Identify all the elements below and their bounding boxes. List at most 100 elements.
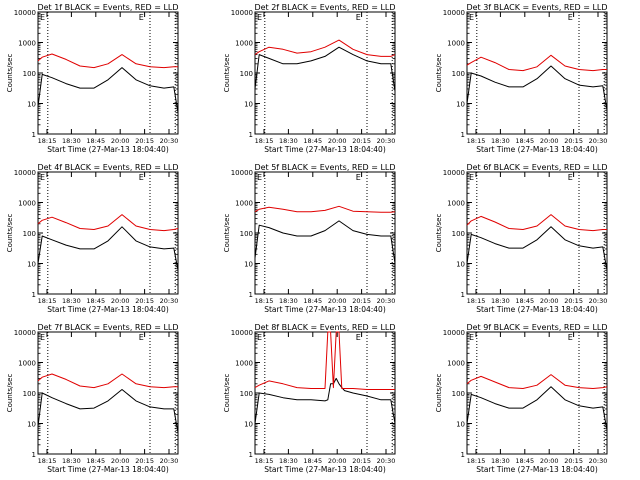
series-lld-line xyxy=(466,214,607,232)
y-tick-label: 100 xyxy=(23,70,36,78)
x-tick-label: 18:15 xyxy=(467,137,486,145)
detector-panel-7: Det 7f BLACK = Events, RED = LLD 1 10 100 10… xyxy=(6,323,179,474)
series-lld-line xyxy=(466,374,608,389)
x-tick-label: 18:15 xyxy=(255,297,274,305)
y-tick-label: 100 xyxy=(452,70,465,78)
y-tick-label: 1 xyxy=(461,131,465,139)
y-axis-label: Counts/sec xyxy=(223,214,231,253)
series-events-line xyxy=(37,226,179,271)
x-tick-label: 18:30 xyxy=(491,137,510,145)
x-tick-label: 18:15 xyxy=(255,457,274,465)
y-tick-label: 1 xyxy=(249,291,253,299)
y-tick-label: 100 xyxy=(240,390,253,398)
x-tick-label: 20:00 xyxy=(111,137,130,145)
detector-panel-8: Det 8f BLACK = Events, RED = LLD 1 10 100 10… xyxy=(223,323,396,474)
x-tick-label: 20:30 xyxy=(160,137,179,145)
panel-title: Det 4f BLACK = Events, RED = LLD xyxy=(37,163,178,172)
y-tick-label: 10 xyxy=(456,101,465,109)
series-lld-line xyxy=(466,54,607,72)
x-axis-label: Start Time (27-Mar-13 18:04:40) xyxy=(476,465,598,474)
x-tick-label: 18:45 xyxy=(515,137,534,145)
x-tick-label: 20:00 xyxy=(328,297,347,305)
x-tick-label: 20:15 xyxy=(352,457,371,465)
corner-mark-right: E xyxy=(356,173,361,182)
x-tick-label: 18:45 xyxy=(86,457,105,465)
x-axis-label: Start Time (27-Mar-13 18:04:40) xyxy=(476,145,598,154)
y-tick-label: 100 xyxy=(23,230,36,238)
x-axis-label: Start Time (27-Mar-13 18:04:40) xyxy=(476,305,598,314)
y-tick-label: 10 xyxy=(27,261,36,269)
panels-container: Det 1f BLACK = Events, RED = LLD 1 10 100 10… xyxy=(6,3,608,474)
y-tick-label: 10 xyxy=(27,421,36,429)
x-tick-label: 20:15 xyxy=(564,297,583,305)
x-axis-label: Start Time (27-Mar-13 18:04:40) xyxy=(264,145,386,154)
x-tick-label: 20:00 xyxy=(540,137,559,145)
series-events-line xyxy=(466,226,608,271)
series-lld-line xyxy=(254,39,396,57)
corner-mark-left: E xyxy=(469,13,474,22)
y-tick-label: 10 xyxy=(244,261,253,269)
y-tick-label: 10000 xyxy=(14,9,36,17)
x-tick-label: 18:30 xyxy=(62,297,81,305)
series-events-line xyxy=(37,67,179,113)
series-lld-line xyxy=(254,331,395,390)
detector-panel-6: Det 6f BLACK = Events, RED = LLD 1 10 100 10… xyxy=(435,163,608,314)
x-tick-label: 20:30 xyxy=(160,297,179,305)
panel-title: Det 3f BLACK = Events, RED = LLD xyxy=(466,3,607,12)
y-tick-label: 10 xyxy=(244,421,253,429)
x-tick-label: 18:45 xyxy=(515,297,534,305)
y-tick-label: 1000 xyxy=(235,360,253,368)
x-tick-label: 18:30 xyxy=(279,457,298,465)
y-axis-label: Counts/sec xyxy=(435,374,443,413)
panel-title: Det 9f BLACK = Events, RED = LLD xyxy=(466,323,607,332)
y-tick-label: 100 xyxy=(452,390,465,398)
corner-mark-left: E xyxy=(40,333,45,342)
x-tick-label: 18:15 xyxy=(467,457,486,465)
corner-mark-right: E xyxy=(139,333,144,342)
x-tick-label: 18:15 xyxy=(38,137,57,145)
y-axis-label: Counts/sec xyxy=(6,214,14,253)
series-events-line xyxy=(466,65,608,111)
detector-panel-5: Det 5f BLACK = Events, RED = LLD 1 10 100 10… xyxy=(223,163,396,314)
series-lld-line xyxy=(254,205,396,213)
x-tick-label: 18:30 xyxy=(279,137,298,145)
corner-mark-left: E xyxy=(257,13,262,22)
corner-mark-right: E xyxy=(139,13,144,22)
x-tick-label: 20:00 xyxy=(540,457,559,465)
detector-panel-9: Det 9f BLACK = Events, RED = LLD 1 10 100 10… xyxy=(435,323,608,474)
x-axis-label: Start Time (27-Mar-13 18:04:40) xyxy=(264,305,386,314)
x-tick-label: 18:30 xyxy=(62,457,81,465)
panel-title: Det 5f BLACK = Events, RED = LLD xyxy=(254,163,395,172)
x-tick-label: 20:00 xyxy=(328,457,347,465)
y-tick-label: 100 xyxy=(240,70,253,78)
x-tick-label: 18:30 xyxy=(279,297,298,305)
y-tick-label: 1000 xyxy=(447,200,465,208)
x-axis-label: Start Time (27-Mar-13 18:04:40) xyxy=(47,305,169,314)
y-tick-label: 1 xyxy=(249,451,253,459)
panel-title: Det 7f BLACK = Events, RED = LLD xyxy=(37,323,178,332)
y-tick-label: 100 xyxy=(452,230,465,238)
x-axis-label: Start Time (27-Mar-13 18:04:40) xyxy=(264,465,386,474)
y-tick-label: 10000 xyxy=(443,169,465,177)
series-events-line xyxy=(254,46,396,92)
panel-title: Det 2f BLACK = Events, RED = LLD xyxy=(254,3,395,12)
x-tick-label: 20:30 xyxy=(589,457,608,465)
series-events-line xyxy=(37,389,179,433)
y-tick-label: 1000 xyxy=(18,40,36,48)
detector-panel-1: Det 1f BLACK = Events, RED = LLD 1 10 100 10… xyxy=(6,3,179,154)
x-tick-label: 20:15 xyxy=(135,137,154,145)
series-events-line xyxy=(254,220,396,264)
y-tick-label: 1000 xyxy=(18,360,36,368)
corner-mark-left: E xyxy=(257,333,262,342)
x-tick-label: 18:45 xyxy=(303,137,322,145)
x-tick-label: 18:45 xyxy=(86,297,105,305)
x-tick-label: 18:15 xyxy=(467,297,486,305)
y-tick-label: 10000 xyxy=(14,169,36,177)
y-tick-label: 1 xyxy=(32,131,36,139)
y-tick-label: 1 xyxy=(461,451,465,459)
y-tick-label: 10 xyxy=(456,261,465,269)
x-tick-label: 18:45 xyxy=(86,137,105,145)
y-tick-label: 1000 xyxy=(235,200,253,208)
y-tick-label: 10000 xyxy=(14,329,36,337)
